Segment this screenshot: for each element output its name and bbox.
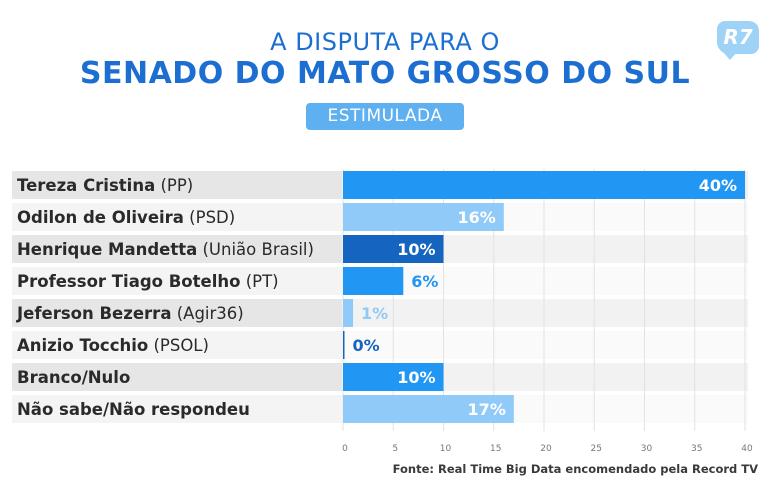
candidate-name: Não sabe/Não respondeu: [17, 400, 250, 419]
bar: [343, 235, 444, 263]
category-label: Odilon de Oliveira (PSD): [17, 208, 235, 227]
candidate-name: Odilon de Oliveira: [17, 208, 184, 227]
value-label: 10%: [397, 368, 435, 387]
bar: [343, 395, 514, 423]
party-name: (PSD): [184, 208, 235, 227]
candidate-name: Anizio Tocchio: [17, 336, 148, 355]
row-label-background: [12, 299, 342, 327]
category-label: Anizio Tocchio (PSOL): [17, 336, 209, 355]
bar: [343, 331, 345, 359]
party-name: (PT): [240, 272, 278, 291]
row-label-background: [12, 363, 342, 391]
value-label: 17%: [468, 400, 506, 419]
x-tick-label: 0: [342, 444, 348, 454]
candidate-name: Tereza Cristina: [17, 176, 155, 195]
party-name: (União Brasil): [197, 240, 314, 259]
bar: [343, 267, 404, 295]
x-tick-label: 30: [641, 444, 653, 454]
x-tick-label: 10: [440, 444, 452, 454]
bar: [343, 299, 354, 327]
x-tick-label: 5: [392, 444, 398, 454]
x-tick-label: 40: [741, 444, 753, 454]
row-label-background: [12, 331, 342, 359]
category-label: Branco/Nulo: [17, 368, 130, 387]
party-name: (PSOL): [148, 336, 209, 355]
row-plot-background: [343, 267, 748, 295]
row-label-background: [12, 203, 342, 231]
x-tick-label: 20: [540, 444, 552, 454]
chart-title-line2: SENADO DO MATO GROSSO DO SUL: [79, 56, 691, 91]
row-label-background: [12, 267, 342, 295]
row-label-background: [12, 235, 342, 263]
poll-type-badge: ESTIMULADA: [306, 103, 464, 130]
bar: [343, 363, 444, 391]
category-label: Jeferson Bezerra (Agir36): [16, 304, 244, 323]
candidate-name: Professor Tiago Botelho: [17, 272, 240, 291]
x-tick-label: 35: [691, 444, 702, 454]
category-label: Não sabe/Não respondeu: [17, 400, 250, 419]
value-label: 40%: [699, 176, 737, 195]
party-name: (Agir36): [171, 304, 243, 323]
r7-logo: R7: [717, 21, 759, 60]
source-note: Fonte: Real Time Big Data encomendado pe…: [392, 462, 758, 476]
x-tick-label: 15: [490, 444, 501, 454]
row-label-background: [12, 171, 342, 199]
bar: [343, 203, 504, 231]
category-label: Professor Tiago Botelho (PT): [17, 272, 279, 291]
chart-title-line1: A DISPUTA PARA O: [270, 28, 500, 56]
category-label: Henrique Mandetta (União Brasil): [17, 240, 314, 259]
row-label-background: [12, 395, 342, 423]
row-plot-background: [343, 299, 748, 327]
value-label: 1%: [361, 304, 388, 323]
category-label: Tereza Cristina (PP): [17, 176, 193, 195]
value-label: 6%: [411, 272, 438, 291]
candidate-name: Jeferson Bezerra: [16, 304, 171, 323]
candidate-name: Henrique Mandetta: [17, 240, 197, 259]
candidate-name: Branco/Nulo: [17, 368, 130, 387]
x-tick-label: 25: [591, 444, 602, 454]
bar: [343, 171, 745, 199]
value-label: 16%: [458, 208, 496, 227]
value-label: 10%: [397, 240, 435, 259]
value-label: 0%: [353, 336, 380, 355]
party-name: (PP): [155, 176, 193, 195]
row-plot-background: [343, 331, 748, 359]
